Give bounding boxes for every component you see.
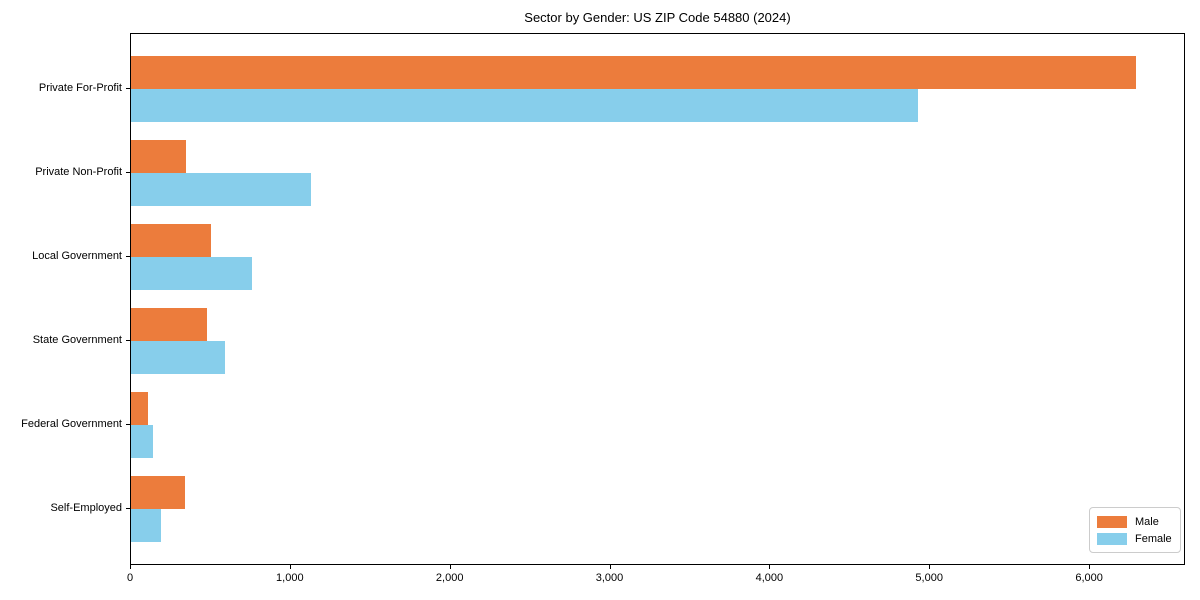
y-tick-federal-government [126, 424, 130, 425]
y-tick-label-private-non-profit: Private Non-Profit [35, 166, 122, 178]
x-tick-label-5000: 5,000 [915, 572, 943, 584]
x-tick-label-2000: 2,000 [435, 572, 464, 584]
y-tick-local-government [126, 256, 130, 257]
x-tick-0 [130, 565, 131, 569]
y-tick-label-state-government: State Government [32, 334, 122, 346]
legend-swatch-female [1097, 532, 1127, 545]
bar-male-state-government [131, 308, 207, 341]
bar-female-state-government [131, 341, 226, 374]
x-tick-1000 [289, 565, 291, 569]
legend-item-female: Female [1097, 532, 1173, 545]
chart-title: Sector by Gender: US ZIP Code 54880 (202… [524, 10, 791, 25]
bar-female-federal-government [131, 425, 154, 458]
x-tick-label-4000: 4,000 [755, 572, 784, 584]
legend-label-female: Female [1135, 532, 1172, 545]
bar-female-local-government [131, 257, 252, 290]
y-tick-state-government [126, 340, 130, 341]
y-tick-private-for-profit [126, 88, 130, 89]
bar-female-private-for-profit [131, 89, 919, 122]
y-tick-label-federal-government: Federal Government [21, 418, 122, 430]
x-tick-5000 [929, 565, 931, 569]
plot-area [130, 33, 1185, 565]
y-tick-label-private-for-profit: Private For-Profit [38, 82, 122, 94]
x-tick-label-3000: 3,000 [595, 572, 624, 584]
x-tick-label-0: 0 [126, 572, 134, 584]
y-tick-label-local-government: Local Government [32, 250, 122, 262]
bar-female-self-employed [131, 509, 162, 542]
bar-female-private-non-profit [131, 173, 311, 206]
legend-swatch-male [1097, 515, 1127, 528]
legend-item-male: Male [1097, 515, 1173, 528]
x-tick-6000 [1089, 565, 1091, 569]
bar-male-private-for-profit [131, 56, 1137, 89]
bar-male-private-non-profit [131, 140, 187, 173]
y-tick-self-employed [126, 508, 130, 509]
x-tick-3000 [609, 565, 611, 569]
y-tick-label-self-employed: Self-Employed [50, 502, 122, 514]
bar-male-federal-government [131, 392, 148, 425]
legend-label-male: Male [1135, 515, 1159, 528]
bar-male-self-employed [131, 476, 186, 509]
legend: Male Female [1089, 507, 1181, 553]
bar-male-local-government [131, 224, 211, 257]
x-tick-4000 [769, 565, 771, 569]
x-tick-label-6000: 6,000 [1075, 572, 1103, 584]
y-tick-private-non-profit [126, 172, 130, 173]
x-tick-2000 [449, 565, 451, 569]
x-tick-label-1000: 1,000 [276, 572, 304, 584]
